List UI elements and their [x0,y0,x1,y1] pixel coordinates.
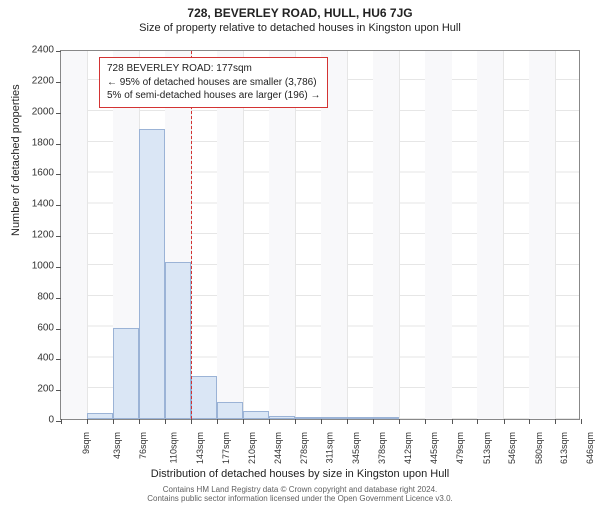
x-tick-label: 412sqm [403,432,413,464]
x-tick-mark [529,419,530,424]
y-tick-label: 1200 [18,230,54,241]
x-tick-mark [61,419,62,424]
x-tick-label: 513sqm [482,432,492,464]
y-tick-mark [56,113,61,114]
y-tick-label: 400 [18,353,54,364]
x-tick-label: 445sqm [429,432,439,464]
y-tick-mark [56,298,61,299]
x-tick-mark [243,419,244,424]
y-tick-mark [56,205,61,206]
x-tick-mark [452,419,453,424]
histogram-bar [243,411,269,419]
histogram-bar [113,328,139,419]
x-tick-mark [347,419,348,424]
grid-band [373,51,399,419]
x-tick-mark [113,419,114,424]
x-tick-label: 378sqm [377,432,387,464]
x-tick-label: 110sqm [169,432,179,463]
y-tick-label: 200 [18,384,54,395]
x-tick-mark [217,419,218,424]
x-tick-label: 76sqm [138,432,148,459]
reference-info-box: 728 BEVERLEY ROAD: 177sqm ← 95% of detac… [99,57,328,108]
y-tick-label: 2200 [18,75,54,86]
x-tick-label: 613sqm [559,432,569,464]
x-tick-mark [399,419,400,424]
histogram-bar [139,129,165,419]
y-tick-mark [56,144,61,145]
x-tick-mark [191,419,192,424]
y-tick-label: 600 [18,322,54,333]
y-tick-mark [56,174,61,175]
footer-line-2: Contains public sector information licen… [0,494,600,504]
footer-attribution: Contains HM Land Registry data © Crown c… [0,485,600,504]
x-tick-label: 244sqm [273,432,283,464]
y-tick-label: 800 [18,291,54,302]
y-tick-label: 1400 [18,199,54,210]
histogram-bar [191,376,217,419]
x-tick-mark [477,419,478,424]
x-tick-label: 9sqm [81,432,91,454]
y-tick-label: 1600 [18,168,54,179]
y-tick-mark [56,390,61,391]
y-tick-label: 1000 [18,260,54,271]
x-tick-label: 546sqm [507,432,517,464]
grid-band [425,51,451,419]
x-tick-label: 580sqm [534,432,544,464]
x-tick-label: 479sqm [455,432,465,464]
x-tick-label: 646sqm [585,432,595,464]
y-tick-mark [56,359,61,360]
y-tick-mark [56,267,61,268]
x-tick-label: 278sqm [299,432,309,464]
x-tick-mark [581,419,582,424]
x-tick-mark [139,419,140,424]
y-tick-label: 1800 [18,137,54,148]
histogram-bar [295,417,321,419]
grid-band [529,51,555,419]
x-tick-mark [87,419,88,424]
histogram-bar [347,417,373,419]
y-tick-label: 0 [18,415,54,426]
y-tick-mark [56,236,61,237]
histogram-bar [165,262,191,419]
histogram-bar [217,402,243,419]
page-subtitle: Size of property relative to detached ho… [0,22,600,34]
x-axis-label: Distribution of detached houses by size … [0,468,600,480]
histogram-bar [269,416,295,419]
footer-line-1: Contains HM Land Registry data © Crown c… [0,485,600,495]
x-tick-label: 311sqm [324,432,334,463]
info-line-property: 728 BEVERLEY ROAD: 177sqm [107,62,320,76]
x-tick-mark [165,419,166,424]
x-tick-mark [295,419,296,424]
x-tick-label: 210sqm [247,432,257,464]
x-tick-label: 43sqm [112,432,122,459]
y-tick-mark [56,51,61,52]
y-tick-label: 2000 [18,106,54,117]
x-tick-label: 143sqm [195,432,205,464]
histogram-bar [321,417,347,419]
page-title: 728, BEVERLEY ROAD, HULL, HU6 7JG [0,6,600,20]
x-tick-mark [555,419,556,424]
info-line-smaller: ← 95% of detached houses are smaller (3,… [107,76,320,90]
histogram-bar [87,413,113,419]
y-tick-mark [56,329,61,330]
x-tick-mark [373,419,374,424]
histogram-chart: 728 BEVERLEY ROAD: 177sqm ← 95% of detac… [60,50,580,420]
info-line-larger: 5% of semi-detached houses are larger (1… [107,89,320,103]
x-tick-label: 345sqm [351,432,361,464]
x-tick-label: 177sqm [221,432,231,464]
x-tick-mark [504,419,505,424]
y-tick-mark [56,82,61,83]
x-tick-mark [269,419,270,424]
grid-band [61,51,87,419]
histogram-bar [373,417,399,419]
grid-band [477,51,503,419]
x-tick-mark [321,419,322,424]
y-tick-label: 2400 [18,45,54,56]
plot-area: 728 BEVERLEY ROAD: 177sqm ← 95% of detac… [60,50,580,420]
x-tick-mark [425,419,426,424]
